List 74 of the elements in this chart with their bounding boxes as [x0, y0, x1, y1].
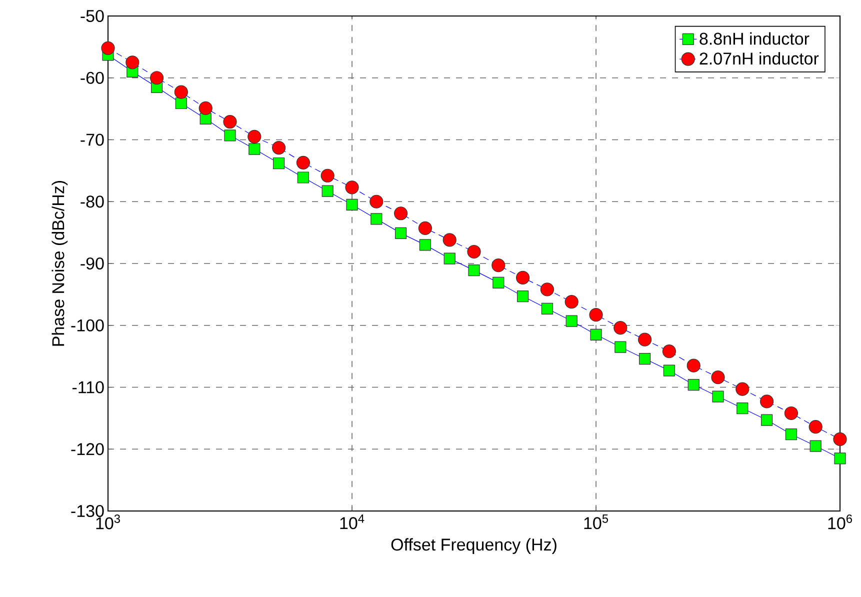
point	[492, 276, 504, 288]
point	[345, 180, 359, 194]
x-axis-title: Offset Frequency (Hz)	[391, 538, 556, 554]
point	[517, 290, 529, 302]
point	[370, 213, 382, 225]
point	[785, 428, 798, 440]
point	[468, 264, 480, 276]
point	[126, 56, 140, 70]
point	[224, 130, 236, 142]
point	[614, 341, 626, 353]
point	[540, 282, 554, 296]
y-tick-label: -100	[71, 319, 104, 332]
point	[248, 130, 262, 144]
legend-label: 2.07nH inductor	[700, 52, 819, 65]
point	[296, 156, 310, 170]
legend-label: 8.8nH inductor	[700, 32, 810, 45]
point	[273, 157, 285, 170]
y-tick-label: -60	[80, 72, 104, 84]
point	[541, 302, 554, 314]
y-axis-title: Phase Noise (dBc/Hz)	[52, 180, 68, 346]
point	[442, 233, 456, 247]
point	[272, 140, 286, 155]
point	[736, 402, 748, 414]
point	[711, 370, 725, 384]
point	[834, 452, 846, 464]
point	[833, 432, 847, 446]
point	[444, 252, 456, 264]
point	[322, 185, 334, 197]
point	[810, 440, 822, 452]
point	[297, 172, 310, 184]
x-tick-label: 10$^{4}$	[340, 514, 364, 530]
point	[346, 198, 358, 211]
y-tick-label: -70	[80, 134, 104, 146]
point	[663, 364, 675, 376]
point	[564, 295, 578, 309]
point	[639, 352, 651, 365]
point	[174, 85, 188, 99]
point	[467, 244, 481, 259]
point	[808, 420, 822, 434]
point	[736, 382, 750, 396]
point	[223, 115, 237, 129]
point	[614, 321, 628, 335]
point	[638, 332, 652, 346]
point	[492, 258, 506, 272]
point	[175, 97, 187, 110]
point	[198, 101, 212, 115]
point	[320, 168, 334, 182]
y-tick-label: -120	[71, 443, 104, 456]
x-tick-label: 10$^{6}$	[828, 514, 852, 530]
point	[248, 143, 260, 155]
point	[101, 41, 115, 55]
point	[662, 344, 676, 358]
y-tick-label: -50	[80, 10, 104, 22]
point	[590, 328, 602, 340]
point	[370, 194, 384, 208]
point	[784, 406, 798, 420]
point	[760, 394, 774, 408]
point	[150, 71, 164, 85]
y-tick-label: -130	[71, 504, 104, 518]
point	[516, 270, 530, 285]
y-tick-label: -90	[80, 257, 104, 270]
x-tick-label: 10$^{5}$	[584, 514, 608, 530]
point	[589, 308, 603, 322]
point	[395, 227, 407, 239]
point	[712, 390, 724, 402]
point	[394, 206, 408, 220]
y-tick-label: -110	[72, 381, 104, 394]
point	[686, 358, 700, 372]
point	[688, 378, 700, 391]
point	[761, 414, 773, 426]
point	[418, 221, 432, 236]
point	[419, 239, 431, 251]
y-tick-label: -80	[80, 196, 104, 208]
point	[566, 315, 578, 327]
